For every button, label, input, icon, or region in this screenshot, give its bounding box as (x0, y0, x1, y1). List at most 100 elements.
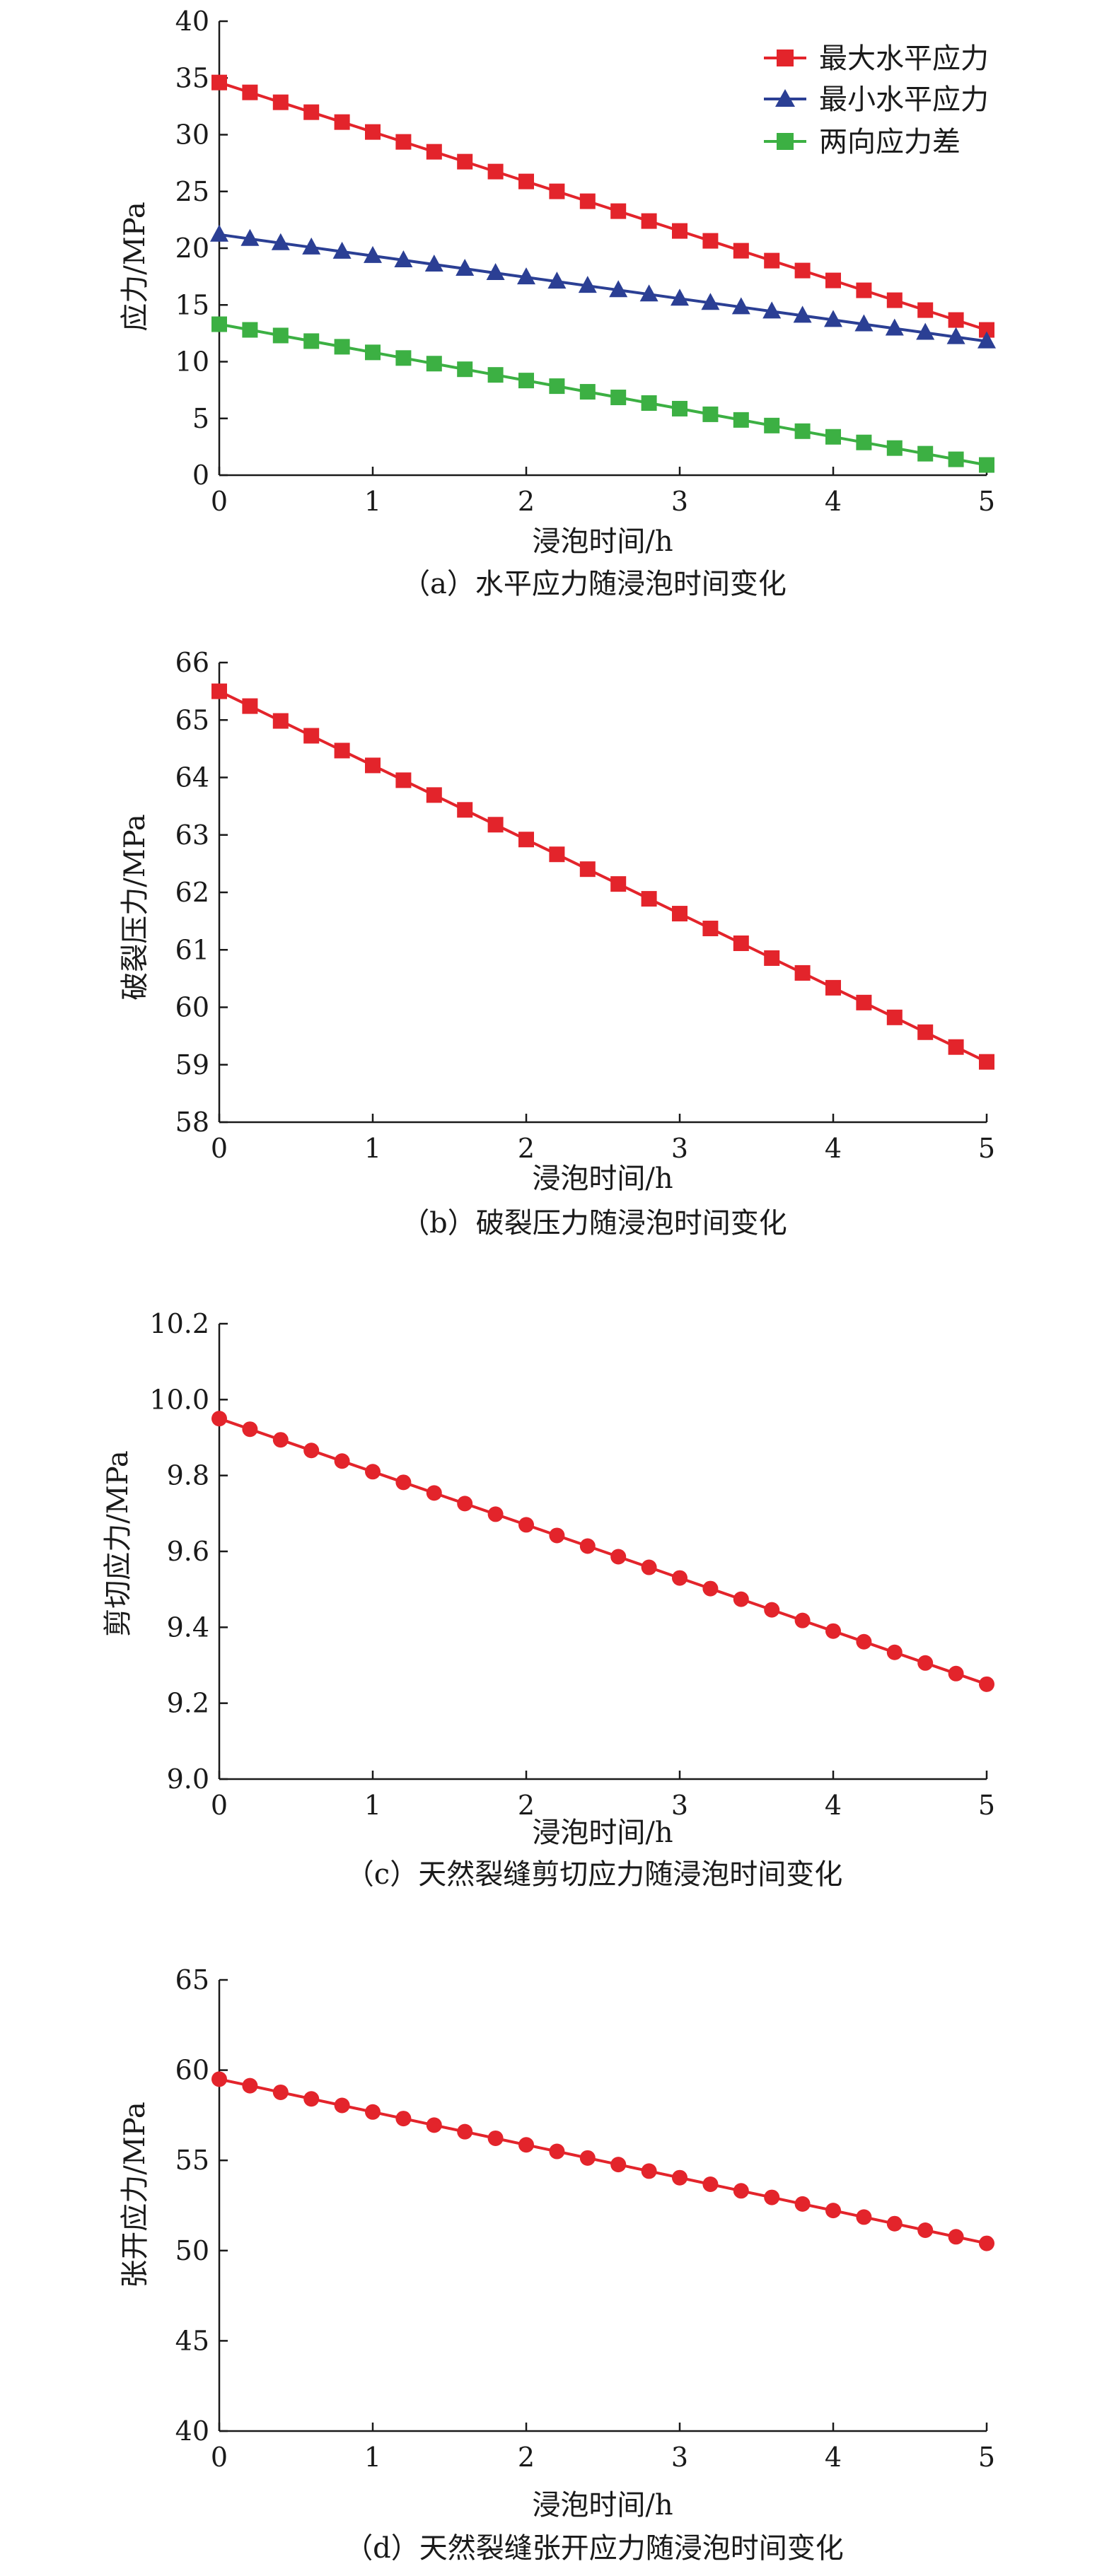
panel-a-stress-difference-point (242, 322, 258, 338)
legend-label-stress-difference: 两向应力差 (819, 126, 961, 158)
panel-a-stress-difference-point (272, 327, 289, 344)
panel-a-min-horizontal-stress-point (731, 297, 750, 315)
panel-a-min-horizontal-stress-point (240, 228, 260, 246)
panel-b-series-point (303, 728, 320, 744)
panel-d-y-tick-label: 45 (175, 2325, 209, 2356)
panel-c-series-point (672, 1570, 687, 1586)
legend-marker-stress-difference (777, 133, 794, 150)
panel-b-x-tick-label: 0 (211, 1133, 228, 1164)
panel-c-series-point (457, 1496, 473, 1512)
panel-c-y-tick-label: 9.4 (167, 1612, 209, 1643)
panel-a-min-horizontal-stress-point (517, 267, 535, 285)
panel-a-min-horizontal-stress-point (456, 259, 475, 276)
panel-a-x-tick-label: 2 (518, 486, 535, 517)
panel-b-series-point (579, 861, 596, 878)
panel-a-min-horizontal-stress-point (394, 250, 413, 267)
panel-d-series-point (303, 2091, 320, 2107)
panel-a-y-tick-label: 25 (175, 176, 209, 207)
panel-b-series-point (395, 772, 412, 788)
panel-c-series-point (610, 1549, 627, 1565)
legend-label-max-horizontal-stress: 最大水平应力 (819, 42, 989, 75)
panel-c-series-point (641, 1559, 657, 1575)
panel-c-y-tick-label: 9.2 (167, 1688, 209, 1719)
panel-b-y-tick-label: 59 (175, 1049, 209, 1080)
panel-c-y-axis-title: 剪切应力/MPa (102, 1450, 134, 1636)
panel-d-series-point (272, 2084, 289, 2100)
panel-c-series-point (549, 1527, 565, 1544)
panel-d-series-point (579, 2150, 596, 2166)
panel-a-x-tick-label: 1 (364, 486, 381, 517)
panel-a-min-horizontal-stress-point (946, 327, 965, 344)
panel-a-max-horizontal-stress-point (334, 114, 350, 130)
panel-b-series-point (242, 698, 258, 714)
panel-b-series-point (549, 846, 565, 863)
panel-c-series-point (242, 1421, 258, 1438)
panel-b-y-tick-label: 58 (175, 1107, 209, 1138)
panel-a-stress-difference-point (518, 373, 534, 389)
panel-a-max-horizontal-stress-point (825, 272, 841, 289)
panel-b-x-tick-label: 5 (978, 1133, 995, 1164)
panel-d-series-point (549, 2143, 565, 2160)
panel-c-x-tick-label: 1 (364, 1790, 381, 1821)
panel-d-series-point (886, 2215, 903, 2232)
panel-a-min-horizontal-stress-point (609, 280, 628, 298)
panel-b-y-tick-label: 65 (175, 704, 209, 735)
panel-c-series-point (948, 1665, 964, 1682)
panel-a-max-horizontal-stress-point (365, 124, 381, 140)
panel-a-x-axis-title: 浸泡时间/h (532, 525, 673, 558)
panel-c-series-point (794, 1612, 811, 1628)
panel-d-series-point (242, 2077, 258, 2094)
panel-a-min-horizontal-stress-point (424, 254, 443, 272)
panel-a-y-axis-title: 应力/MPa (119, 202, 151, 331)
panel-a-x-tick-label: 4 (825, 486, 842, 517)
panel-b-series-point (794, 964, 811, 981)
panel-d-series-point (764, 2189, 780, 2205)
panel-a-stress-difference-point (365, 344, 381, 361)
panel-d-series (211, 2071, 994, 2251)
panel-b-chart: 58 59 60 61 62 63 64 65 66 0 1 2 3 4 5 破裂压力/MPa 浸泡时间/h… (119, 647, 995, 1240)
panel-a-max-horizontal-stress-point (641, 213, 657, 229)
panel-c-series-point (764, 1602, 780, 1618)
panel-c-y-tick-label: 9.8 (167, 1460, 209, 1491)
panel-d-x-axis-title: 浸泡时间/h (532, 2489, 673, 2522)
panel-c-x-tick-label: 0 (211, 1790, 228, 1821)
panel-d-x-tick-label: 4 (825, 2442, 842, 2473)
panel-d-y-axis-title: 张开应力/MPa (119, 2102, 151, 2287)
panel-d-x-tick-label: 5 (978, 2442, 995, 2473)
panel-a-max-horizontal-stress-point (672, 223, 687, 239)
panel-a-y-tick-label: 5 (192, 403, 209, 434)
panel-a-stress-difference-point (764, 417, 780, 433)
panel-c-series-point (334, 1453, 350, 1469)
panel-d-series-point (334, 2097, 350, 2114)
panel-a-caption: （a）水平应力随浸泡时间变化 (402, 568, 787, 600)
panel-c-series-point (211, 1411, 227, 1427)
panel-a-max-horizontal-stress-point (579, 193, 596, 209)
panel-a-max-horizontal-stress-point (948, 312, 964, 328)
panel-d-y-tick-label: 65 (175, 1964, 209, 1995)
panel-d-series-point (426, 2117, 442, 2133)
panel-a-x-tick-label: 5 (978, 486, 995, 517)
panel-a-stress-difference-point (917, 445, 934, 462)
panel-c-series-point (518, 1517, 534, 1533)
panel-b-x-tick-label: 3 (671, 1133, 688, 1164)
legend-label-min-horizontal-stress: 最小水平应力 (819, 83, 989, 116)
panel-a-min-horizontal-stress-point (578, 276, 597, 293)
panel-b-series-point (487, 817, 504, 833)
panel-a-stress-difference-point (672, 400, 687, 416)
panel-b-series-point (672, 906, 687, 922)
panel-a-min-horizontal-stress-point (885, 318, 904, 336)
panel-c-series-point (825, 1623, 841, 1639)
panel-a-max-horizontal-stress-point (395, 134, 412, 150)
panel-d-x-tick-label: 2 (518, 2442, 535, 2473)
panel-b-series-point (825, 979, 841, 996)
panel-a-stress-difference-point (979, 457, 994, 473)
panel-d-x-tick-label: 1 (364, 2442, 381, 2473)
panel-b-x-tick-label: 1 (364, 1133, 381, 1164)
panel-a-min-horizontal-stress-point (854, 314, 874, 332)
panel-a-stress-difference-point (395, 350, 412, 366)
panel-c-y-tick-label: 10.2 (149, 1308, 209, 1339)
panel-d-series-point (948, 2229, 964, 2245)
panel-a-stress-difference-point (733, 412, 749, 428)
panel-c-series-point (579, 1538, 596, 1554)
